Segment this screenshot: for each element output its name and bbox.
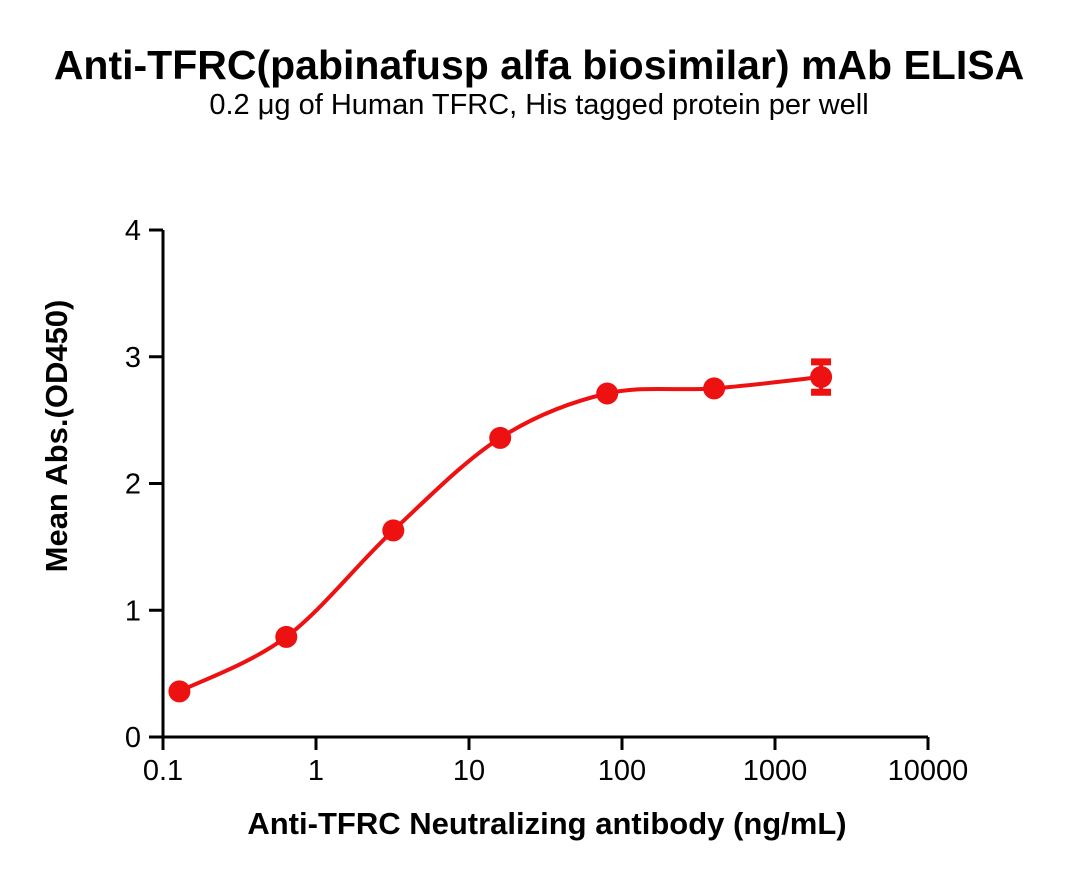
data-point <box>382 519 405 542</box>
x-tick-label: 100 <box>598 755 646 787</box>
y-axis-label: Mean Abs.(OD450) <box>39 299 74 573</box>
x-tick-label: 0.1 <box>143 755 183 787</box>
data-point <box>275 625 298 648</box>
data-point <box>596 382 619 405</box>
x-tick-label: 10 <box>453 755 485 787</box>
chart-subtitle: 0.2 μg of Human TFRC, His tagged protein… <box>209 89 869 121</box>
x-tick-label: 1000 <box>743 755 808 787</box>
data-point <box>810 366 833 388</box>
y-tick-label: 0 <box>125 722 141 754</box>
y-tick-label: 4 <box>125 215 141 247</box>
data-point <box>703 377 726 400</box>
chart-title: Anti-TFRC(pabinafusp alfa biosimilar) mA… <box>53 42 1025 88</box>
y-tick-label: 3 <box>125 342 141 374</box>
x-tick-label: 1 <box>308 755 324 787</box>
data-point <box>168 680 191 703</box>
data-point <box>489 426 512 449</box>
x-tick-label: 10000 <box>888 755 969 787</box>
y-tick-label: 2 <box>125 469 141 501</box>
fit-curve <box>177 375 824 694</box>
y-tick-label: 1 <box>125 595 141 627</box>
x-axis-label: Anti-TFRC Neutralizing antibody (ng/mL) <box>247 806 847 841</box>
